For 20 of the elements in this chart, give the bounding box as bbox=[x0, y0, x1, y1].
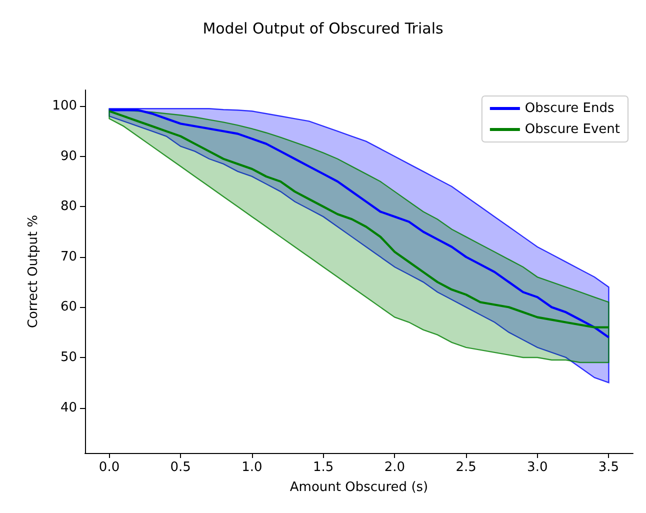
x-tick-label: 3.0 bbox=[527, 460, 548, 475]
x-tick-label: 0.5 bbox=[170, 460, 191, 475]
y-tick-label: 70 bbox=[60, 249, 77, 264]
y-tick-label: 90 bbox=[60, 148, 77, 164]
x-tick-label: 2.5 bbox=[456, 460, 476, 475]
y-tick-label: 100 bbox=[52, 98, 77, 114]
y-axis-title: Correct Output % bbox=[26, 214, 41, 328]
legend-label: Obscure Ends bbox=[524, 101, 614, 116]
y-tick-label: 60 bbox=[60, 300, 77, 315]
chart-title: Model Output of Obscured Trials bbox=[202, 20, 444, 38]
x-tick-label: 1.0 bbox=[242, 460, 262, 475]
x-axis-title: Amount Obscured (s) bbox=[290, 480, 428, 495]
y-tick-label: 40 bbox=[60, 400, 77, 416]
x-tick-label: 0.0 bbox=[98, 460, 120, 475]
y-tick-label: 50 bbox=[60, 350, 77, 365]
x-tick-label: 3.5 bbox=[598, 460, 620, 475]
legend-label: Obscure Event bbox=[524, 122, 620, 137]
x-tick-label: 2.0 bbox=[384, 460, 406, 475]
x-tick-label: 1.5 bbox=[312, 460, 334, 475]
y-tick-label: 80 bbox=[60, 199, 77, 214]
